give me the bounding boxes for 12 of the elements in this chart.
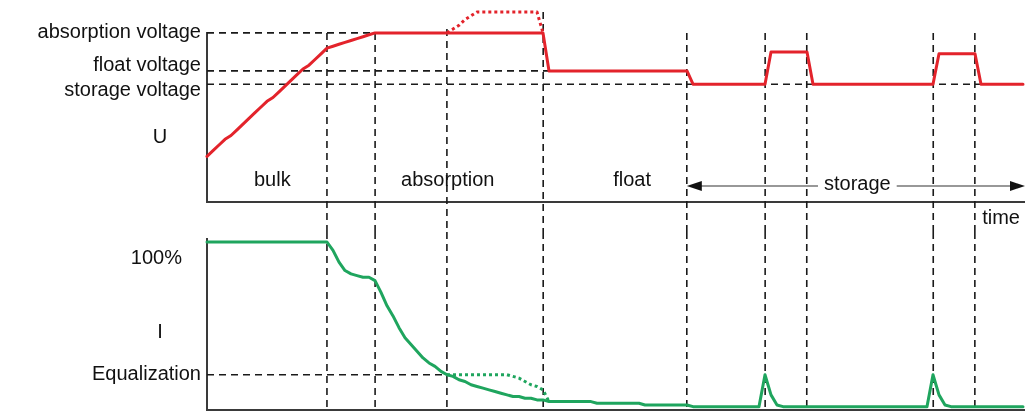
y-axis-title: U [152,124,168,147]
text: 100% [130,245,183,268]
annotation: bulk [253,167,292,190]
annotation: float [613,167,652,190]
ref-line-label: float voltage [93,52,201,75]
annotation: storage [823,171,891,194]
x-axis-title: time [982,205,1020,228]
ref-line-label: storage voltage [64,77,201,100]
annotation: absorption [401,167,495,190]
ref-line-label: Equalization [92,362,201,385]
ref-line-label: absorption voltage [37,20,201,43]
y-axis-title: I [157,320,163,343]
